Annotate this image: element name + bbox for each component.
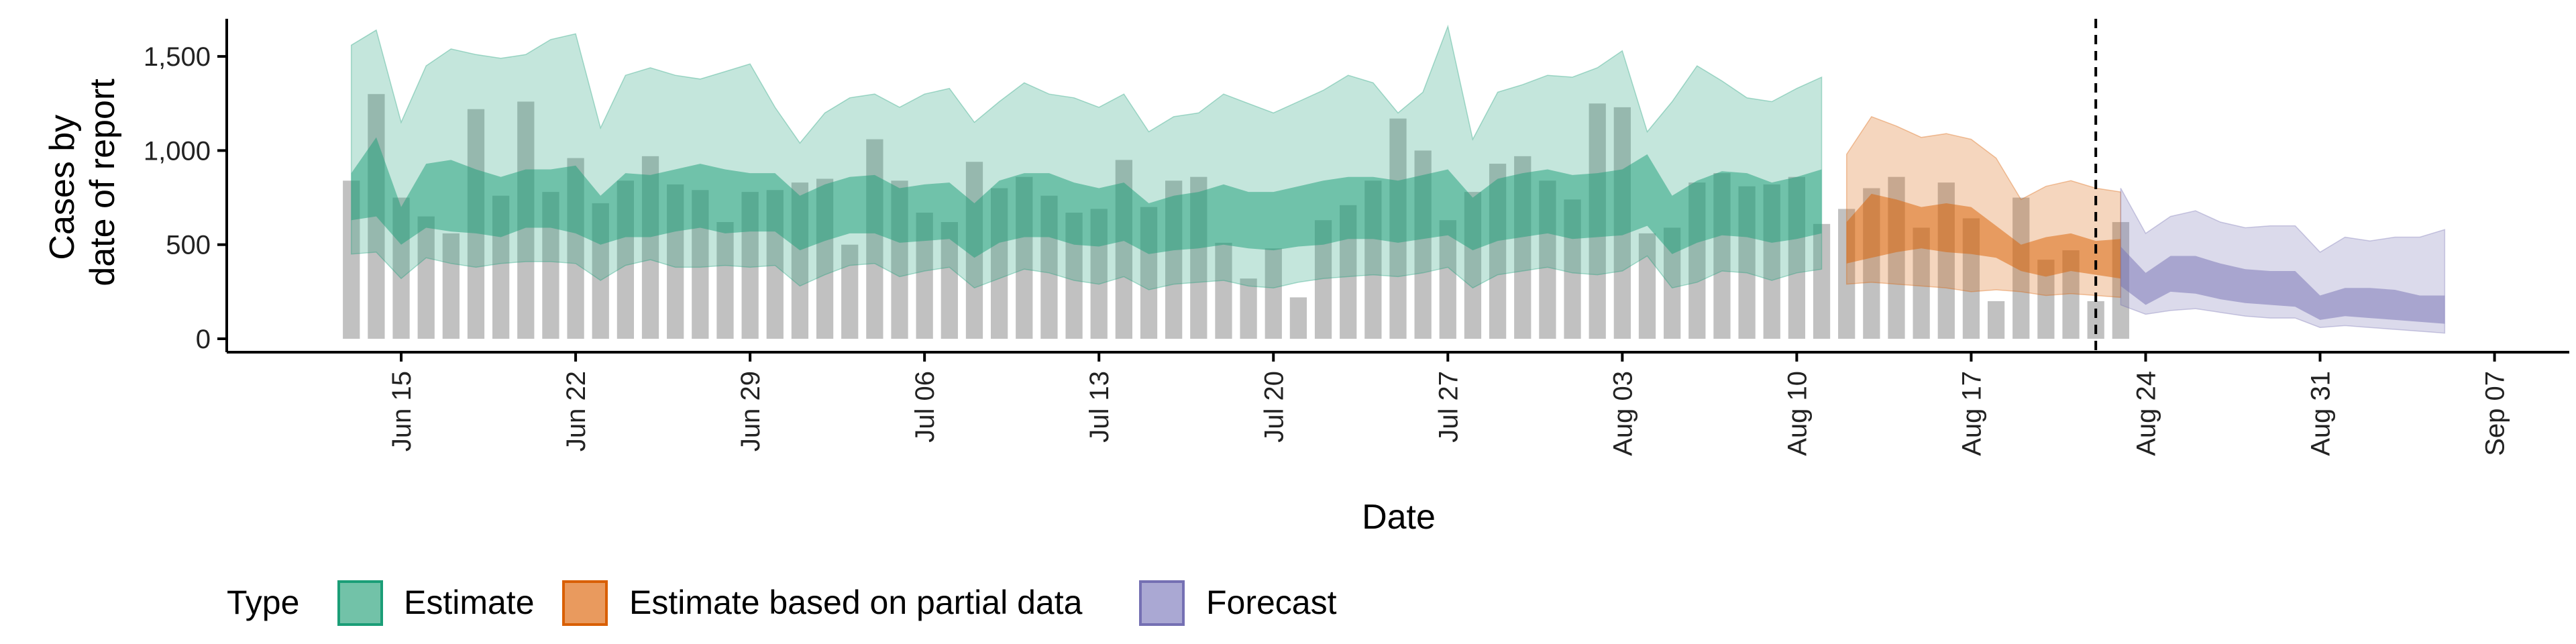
y-tick-label: 0: [196, 325, 211, 354]
report-bar: [1638, 233, 1656, 339]
report-bar: [1265, 248, 1282, 339]
y-axis-title: Cases by date of report: [43, 78, 122, 286]
legend-label-forecast: Forecast: [1206, 584, 1337, 621]
x-tick-label: Sep 07: [2481, 371, 2510, 456]
bands-layer: [350, 24, 2446, 334]
legend-title: Type: [227, 584, 299, 621]
x-tick-label: Aug 31: [2306, 371, 2336, 456]
report-bar: [1987, 301, 2005, 339]
y-axis-ticks: 0 500 1,000 1,500: [144, 42, 227, 354]
report-bar: [1289, 297, 1307, 339]
band-inner-forecast: [2121, 246, 2445, 324]
x-tick-label: Jun 29: [736, 371, 765, 451]
report-bar: [1215, 242, 1232, 339]
x-tick-label: Jul 20: [1259, 371, 1289, 443]
legend-label-estimate: Estimate: [404, 584, 535, 621]
report-bar: [442, 233, 460, 339]
x-tick-label: Aug 24: [2131, 371, 2161, 456]
legend: Type Estimate Estimate based on partial …: [227, 580, 1337, 626]
x-tick-label: Jul 27: [1434, 371, 1463, 443]
x-tick-label: Aug 03: [1608, 371, 1638, 456]
x-tick-label: Aug 10: [1782, 371, 1812, 456]
report-bar: [716, 222, 734, 339]
y-axis-title-line-2: date of report: [83, 78, 122, 286]
y-axis-title-line-1: Cases by: [43, 115, 82, 260]
x-tick-label: Jul 13: [1085, 371, 1114, 443]
x-tick-label: Aug 17: [1957, 371, 1986, 456]
band-inner-estimate: [351, 137, 1822, 258]
legend-swatch-forecast: [1139, 580, 1185, 626]
y-tick-label: 1,000: [144, 136, 211, 166]
legend-swatch-estimate: [337, 580, 383, 626]
band-outer-estimate: [350, 24, 1823, 290]
y-tick-label: 500: [166, 231, 211, 260]
band-inner-estimate-based-on-partial-data: [1846, 193, 2121, 279]
x-axis-title: Date: [1362, 498, 1436, 537]
x-axis-ticks: Jun 15 Jun 22 Jun 29 Jul 06 Jul 13 Jul 20 Jul …: [387, 352, 2510, 456]
report-bar: [417, 216, 435, 339]
report-bar: [841, 244, 859, 339]
x-tick-label: Jun 22: [561, 371, 591, 451]
report-bar: [866, 139, 883, 339]
report-bar: [1439, 220, 1456, 339]
report-bar: [1813, 223, 1831, 339]
legend-label-partial: Estimate based on partial data: [629, 584, 1083, 621]
y-tick-label: 1,500: [144, 42, 211, 72]
report-bar: [1240, 278, 1257, 339]
x-tick-label: Jul 06: [910, 371, 940, 443]
legend-swatch-partial: [562, 580, 608, 626]
x-tick-label: Jun 15: [387, 371, 417, 451]
